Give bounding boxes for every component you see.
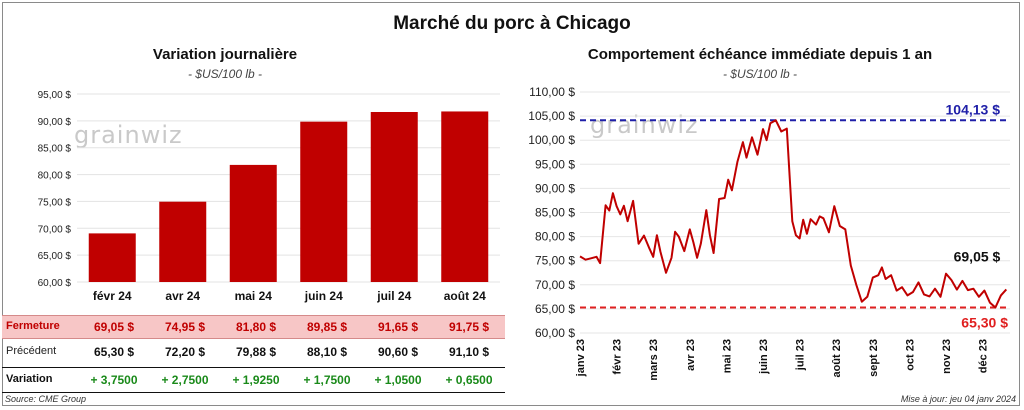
x-tick-label: mars 23 [648,339,660,381]
table-cell: 69,05 $ [93,320,135,334]
x-tick-label: mai 23 [721,339,733,373]
y-tick-label: 65,00 $ [38,251,72,262]
table-cell: 79,88 $ [235,345,277,359]
table-cell: + 1,9250 [232,373,280,387]
last-value-label: 69,05 $ [954,248,1001,264]
low-value-label: 65,30 $ [961,314,1008,330]
y-tick-label: 85,00 $ [38,144,72,155]
x-tick-label: juin 23 [758,339,770,375]
y-tick-label: 90,00 $ [38,117,72,128]
y-tick-label: 105,00 $ [528,109,575,123]
bar-chart: 60,00 $ 65,00 $ 70,00 $ 75,00 $ 80,00 $ 85,00… [38,90,500,303]
y-tick-label: 70,00 $ [38,224,72,235]
table-row-variation: Variation + 3,7500 + 2,7500 + 1,9250 + 1… [2,367,505,393]
table-cell: 91,75 $ [448,320,490,334]
x-tick-label: août 23 [831,339,843,378]
row-label-fermeture: Fermeture [6,320,60,332]
price-series-line [579,119,1008,309]
x-tick-label: juil 23 [795,339,807,371]
table-cell: 91,10 $ [448,345,490,359]
y-tick-label: 75,00 $ [38,197,72,208]
y-tick-label: 80,00 $ [535,230,575,244]
bar [441,111,489,282]
x-tick-label: avr 24 [165,289,200,303]
left-chart-title: Variation journalière [152,46,298,63]
table-cell: + 1,7500 [303,373,351,387]
x-tick-label: nov 23 [941,339,953,374]
bar [370,111,418,282]
page-title: Marché du porc à Chicago [393,13,631,34]
right-chart-title: Comportement échéance immédiate depuis 1… [587,46,933,63]
x-tick-label: juil 24 [376,289,411,303]
y-tick-label: 95,00 $ [38,90,72,101]
table-cell: + 2,7500 [161,373,209,387]
table-cell: 72,20 $ [164,345,206,359]
table-row-fermeture: Fermeture 69,05 $ 74,95 $ 81,80 $ 89,85 … [2,315,505,339]
y-tick-label: 70,00 $ [535,278,575,292]
y-tick-label: 110,00 $ [529,85,575,99]
x-tick-label: janv 23 [575,339,587,377]
table-cell: 81,80 $ [235,320,277,334]
y-tick-label: 60,00 $ [38,278,72,289]
table-row-precedent: Précédent 65,30 $ 72,20 $ 79,88 $ 88,10 … [2,341,505,363]
bar [229,164,277,282]
table-cell: + 3,7500 [90,373,138,387]
x-tick-label: sept 23 [868,339,880,377]
bar [159,201,207,282]
table-cell: 88,10 $ [306,345,348,359]
x-tick-label: févr 24 [93,289,132,303]
right-chart-unit: - $US/100 lb - [722,67,798,81]
table-cell: 74,95 $ [164,320,206,334]
x-tick-label: déc 23 [978,339,990,373]
y-tick-label: 100,00 $ [528,133,575,147]
x-tick-label: mai 24 [235,289,273,303]
left-chart-unit: - $US/100 lb - [187,67,263,81]
outer-frame [2,2,1020,406]
row-label-precedent: Précédent [6,345,57,357]
update-note: Mise à jour: jeu 04 janv 2024 [900,394,1016,404]
y-tick-label: 85,00 $ [535,206,575,220]
row-label-variation: Variation [6,373,53,385]
y-tick-label: 75,00 $ [535,254,575,268]
x-tick-label: juin 24 [304,289,343,303]
y-tick-label: 80,00 $ [38,171,72,182]
table-cell: 89,85 $ [306,320,348,334]
y-tick-label: 60,00 $ [535,326,575,340]
x-tick-label: août 24 [444,289,486,303]
x-tick-label: févr 23 [612,339,624,374]
y-tick-label: 95,00 $ [535,157,575,171]
y-tick-label: 90,00 $ [535,181,575,195]
table-cell: 91,65 $ [377,320,419,334]
line-chart: 60,00 $ 65,00 $ 70,00 $ 75,00 $ 80,00 $ 85,00… [528,85,1010,381]
table-cell: + 1,0500 [374,373,422,387]
watermark-left: grainwiz [74,121,183,149]
y-tick-label: 65,00 $ [535,302,575,316]
x-tick-label: avr 23 [685,339,697,371]
source-note: Source: CME Group [5,394,87,404]
bar [88,233,136,282]
table-cell: 65,30 $ [93,345,135,359]
table-cell: 90,60 $ [377,345,419,359]
table-cell: + 0,6500 [445,373,493,387]
bar [300,121,348,282]
high-value-label: 104,13 $ [946,101,1001,117]
x-tick-label: oct 23 [904,339,916,371]
